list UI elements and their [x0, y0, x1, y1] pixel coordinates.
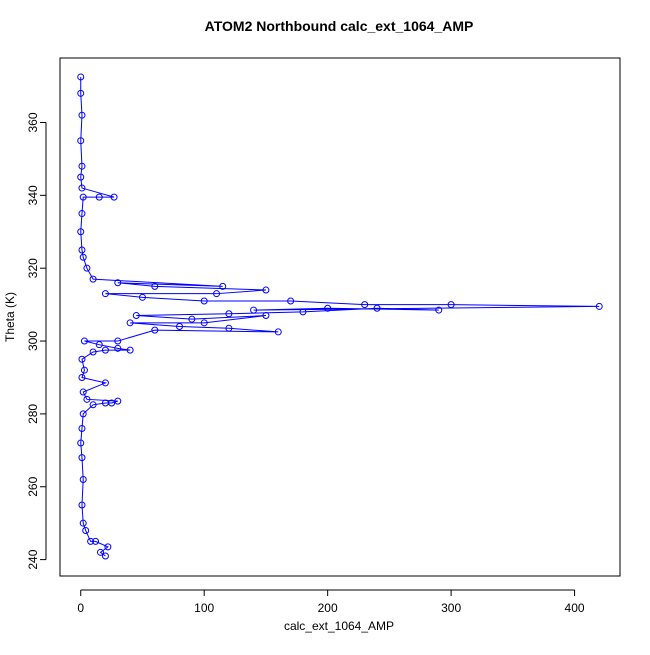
data-point [274, 328, 282, 336]
data-point [110, 193, 118, 201]
x-tick-label: 200 [318, 601, 338, 615]
data-point [78, 454, 86, 462]
data-point [101, 290, 109, 298]
data-point [132, 312, 140, 320]
data-point [213, 290, 221, 298]
data-point [78, 184, 86, 192]
data-point [250, 306, 258, 314]
data-point [77, 89, 85, 97]
chart-title: ATOM2 Northbound calc_ext_1064_AMP [205, 18, 474, 34]
data-line [80, 76, 600, 557]
data-point [595, 302, 603, 310]
data-point [78, 355, 86, 363]
data-point [104, 543, 112, 551]
x-tick-label: 100 [194, 601, 214, 615]
data-point [126, 346, 134, 354]
data-point [151, 326, 159, 334]
data-point [77, 137, 85, 145]
data-point [324, 304, 332, 312]
data-point [95, 193, 103, 201]
data-point [114, 397, 122, 405]
data-point [95, 341, 103, 349]
y-tick-label: 360 [26, 112, 40, 132]
data-point [200, 319, 208, 327]
data-point [78, 501, 86, 509]
data-point [83, 395, 91, 403]
data-point [262, 286, 270, 294]
data-point [80, 366, 88, 374]
data-point [219, 282, 227, 290]
y-tick-label: 300 [26, 331, 40, 351]
data-point [96, 548, 104, 556]
data-point [79, 519, 87, 527]
data-point [77, 173, 85, 181]
data-point [101, 379, 109, 387]
data-point [79, 253, 87, 261]
data-point [79, 388, 87, 396]
data-point [361, 301, 369, 309]
y-tick-label: 260 [26, 476, 40, 496]
data-point [87, 537, 95, 545]
data-point [126, 319, 134, 327]
data-point [114, 279, 122, 287]
y-tick-label: 340 [26, 185, 40, 205]
data-point [225, 324, 233, 332]
data-point [77, 228, 85, 236]
data-point [78, 246, 86, 254]
data-point [78, 373, 86, 381]
data-point [108, 399, 116, 407]
data-point [89, 348, 97, 356]
data-point [80, 337, 88, 345]
data-point [262, 312, 270, 320]
data-point [225, 310, 233, 318]
data-point [78, 210, 86, 218]
data-point [79, 475, 87, 483]
data-point [447, 301, 455, 309]
data-point [89, 275, 97, 283]
data-point [89, 401, 97, 409]
data-point [78, 424, 86, 432]
y-axis-label: Theta (K) [3, 292, 17, 342]
y-tick-label: 280 [26, 404, 40, 424]
data-point [373, 304, 381, 312]
data-point [200, 297, 208, 305]
x-tick-label: 300 [441, 601, 461, 615]
data-point [188, 315, 196, 323]
data-point [79, 410, 87, 418]
data-point [138, 293, 146, 301]
y-tick-label: 320 [26, 258, 40, 278]
y-tick-label: 240 [26, 549, 40, 569]
data-point [79, 193, 87, 201]
data-point [114, 344, 122, 352]
data-point [176, 322, 184, 330]
x-tick-label: 400 [565, 601, 585, 615]
data-point [435, 306, 443, 314]
data-point [114, 337, 122, 345]
data-point [78, 162, 86, 170]
x-axis-label: calc_ext_1064_AMP [284, 619, 394, 633]
plot-box [59, 57, 621, 577]
data-point [77, 439, 85, 447]
data-point [77, 73, 85, 81]
data-point [151, 282, 159, 290]
data-point [101, 552, 109, 560]
data-point [92, 537, 100, 545]
data-point [101, 346, 109, 354]
x-tick-label: 0 [77, 601, 84, 615]
data-point [83, 264, 91, 272]
data-point [287, 297, 295, 305]
data-point [82, 526, 90, 534]
data-point [299, 308, 307, 316]
data-point [78, 111, 86, 119]
